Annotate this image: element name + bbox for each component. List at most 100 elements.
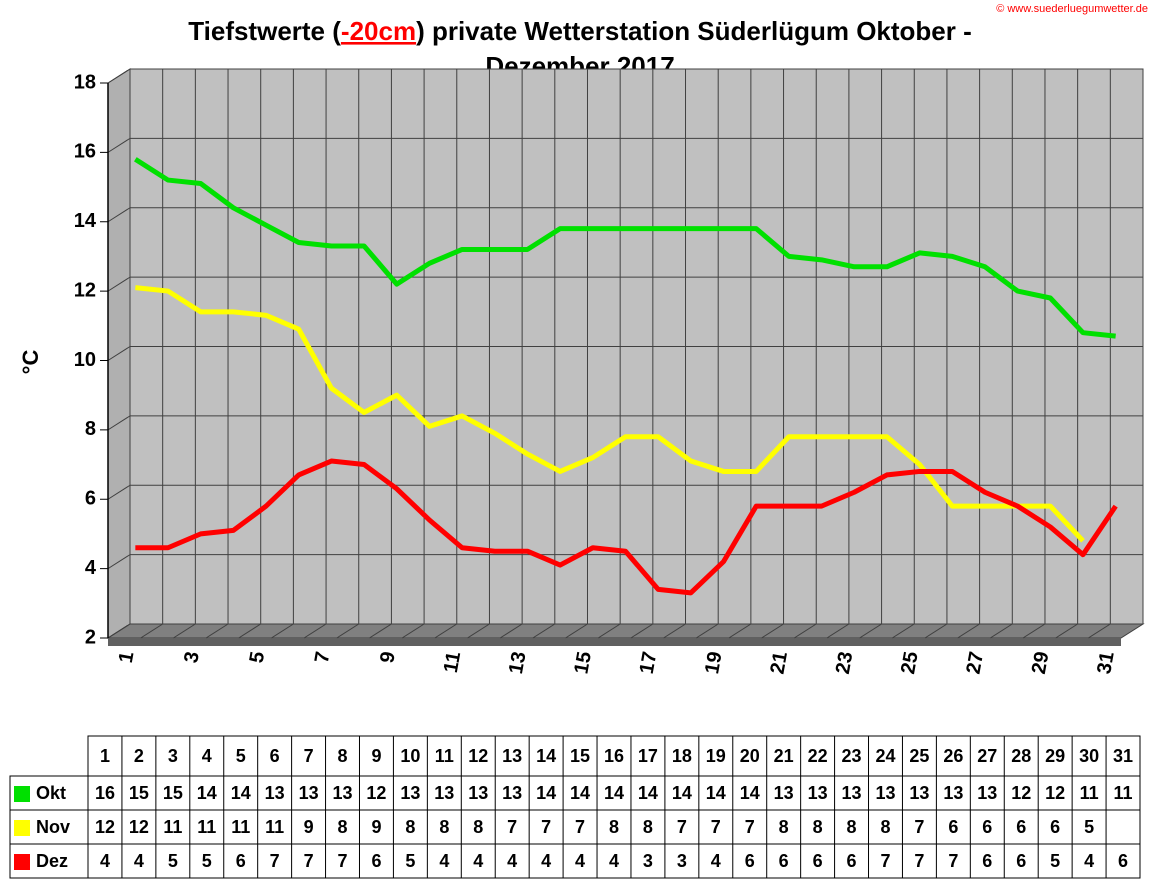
x-tick-label: 11	[440, 650, 465, 675]
table-cell: 13	[774, 783, 794, 803]
category-divider	[630, 623, 654, 639]
table-cell: 8	[813, 817, 823, 837]
x-tick-label: 5	[246, 650, 270, 665]
x-tick-label: 23	[832, 650, 858, 676]
table-header-cell: 11	[435, 746, 454, 766]
series-line	[135, 458, 1118, 596]
table-cell: 4	[541, 851, 551, 871]
table-cell: 7	[711, 817, 721, 837]
table-cell: 14	[706, 783, 726, 803]
table-cell: 13	[875, 783, 895, 803]
table-cell: 15	[129, 783, 149, 803]
table-cell: 11	[231, 817, 250, 837]
table-header-cell: 5	[236, 746, 246, 766]
table-cell: 4	[100, 851, 110, 871]
category-divider	[1055, 623, 1078, 639]
x-tick-label: 19	[701, 650, 727, 676]
table-cell: 4	[711, 851, 721, 871]
table-cell: 8	[609, 817, 619, 837]
table-cell: 14	[536, 783, 556, 803]
table-cell: 8	[880, 817, 890, 837]
table-header-cell: 22	[808, 746, 828, 766]
table-cell: 14	[604, 783, 624, 803]
x-tick-label: 3	[180, 650, 204, 665]
category-divider	[826, 623, 850, 639]
category-divider	[532, 623, 556, 639]
table-cell: 13	[468, 783, 488, 803]
table-cell: 11	[265, 817, 284, 837]
table-cell: 4	[134, 851, 144, 871]
table-cell: 13	[977, 783, 997, 803]
category-divider	[990, 623, 1013, 639]
table-header-cell: 26	[943, 746, 963, 766]
table-cell: 12	[366, 783, 386, 803]
x-tick-label: 1	[115, 650, 139, 665]
category-divider	[695, 623, 719, 639]
table-header-cell: 13	[502, 746, 522, 766]
table-header-cell: 21	[774, 746, 794, 766]
table-header-cell: 18	[672, 746, 692, 766]
table-cell: 8	[338, 817, 348, 837]
table-header-cell: 24	[875, 746, 895, 766]
table-header-cell: 10	[400, 746, 420, 766]
category-divider	[1022, 623, 1046, 639]
table-cell: 8	[405, 817, 415, 837]
table-cell: 7	[914, 851, 924, 871]
category-divider	[238, 623, 261, 639]
table-cell: 6	[982, 851, 992, 871]
category-divider	[1088, 623, 1111, 639]
y-tick-label: 10	[74, 349, 96, 371]
table-cell: 7	[338, 851, 348, 871]
grid-line	[107, 484, 131, 500]
table-header-cell: 2	[134, 746, 144, 766]
table-cell: 7	[880, 851, 890, 871]
table-cell: 6	[1016, 817, 1026, 837]
x-tick-label: 21	[766, 650, 792, 676]
y-tick-label: 14	[74, 210, 97, 232]
grid-line	[107, 346, 131, 361]
y-tick-label: 12	[74, 279, 96, 301]
table-header-cell: 8	[338, 746, 348, 766]
table-cell: 6	[982, 817, 992, 837]
y-tick-label: 6	[85, 488, 96, 510]
table-header-cell: 3	[168, 746, 178, 766]
table-cell: 7	[304, 851, 314, 871]
table-header-cell: 6	[270, 746, 280, 766]
x-tick-label: 25	[897, 650, 923, 676]
floor	[106, 623, 1145, 639]
x-tick-label: 31	[1093, 650, 1119, 676]
category-divider	[891, 623, 915, 639]
table-cell: 4	[507, 851, 517, 871]
table-cell: 13	[333, 783, 353, 803]
x-tick-label: 15	[570, 650, 596, 676]
grid-line	[107, 415, 131, 431]
table-header-cell: 16	[604, 746, 624, 766]
table-header-cell: 29	[1045, 746, 1065, 766]
x-tick-label: 13	[505, 650, 531, 676]
table-cell: 4	[575, 851, 585, 871]
table-cell: 11	[1114, 783, 1133, 803]
table-cell: 11	[1080, 783, 1099, 803]
category-divider	[499, 623, 523, 639]
table-cell: 13	[265, 783, 285, 803]
table-cell: 8	[643, 817, 653, 837]
table-cell: 8	[847, 817, 857, 837]
table-cell: 14	[197, 783, 217, 803]
table-header-cell: 1	[100, 746, 110, 766]
table-cell: 14	[638, 783, 658, 803]
grid-line	[107, 623, 131, 639]
table-header-cell: 27	[977, 746, 997, 766]
table-cell: 14	[740, 783, 760, 803]
table-cell: 9	[304, 817, 314, 837]
table-cell: 7	[948, 851, 958, 871]
grid-line	[107, 207, 131, 223]
legend-label: Nov	[36, 817, 70, 837]
y-tick-label: 16	[74, 141, 96, 163]
table-cell: 13	[502, 783, 522, 803]
series-line	[133, 157, 1116, 339]
table-cell: 6	[371, 851, 381, 871]
table-cell: 7	[914, 817, 924, 837]
table-cell: 11	[197, 817, 216, 837]
y-tick-label: 18	[74, 71, 96, 93]
